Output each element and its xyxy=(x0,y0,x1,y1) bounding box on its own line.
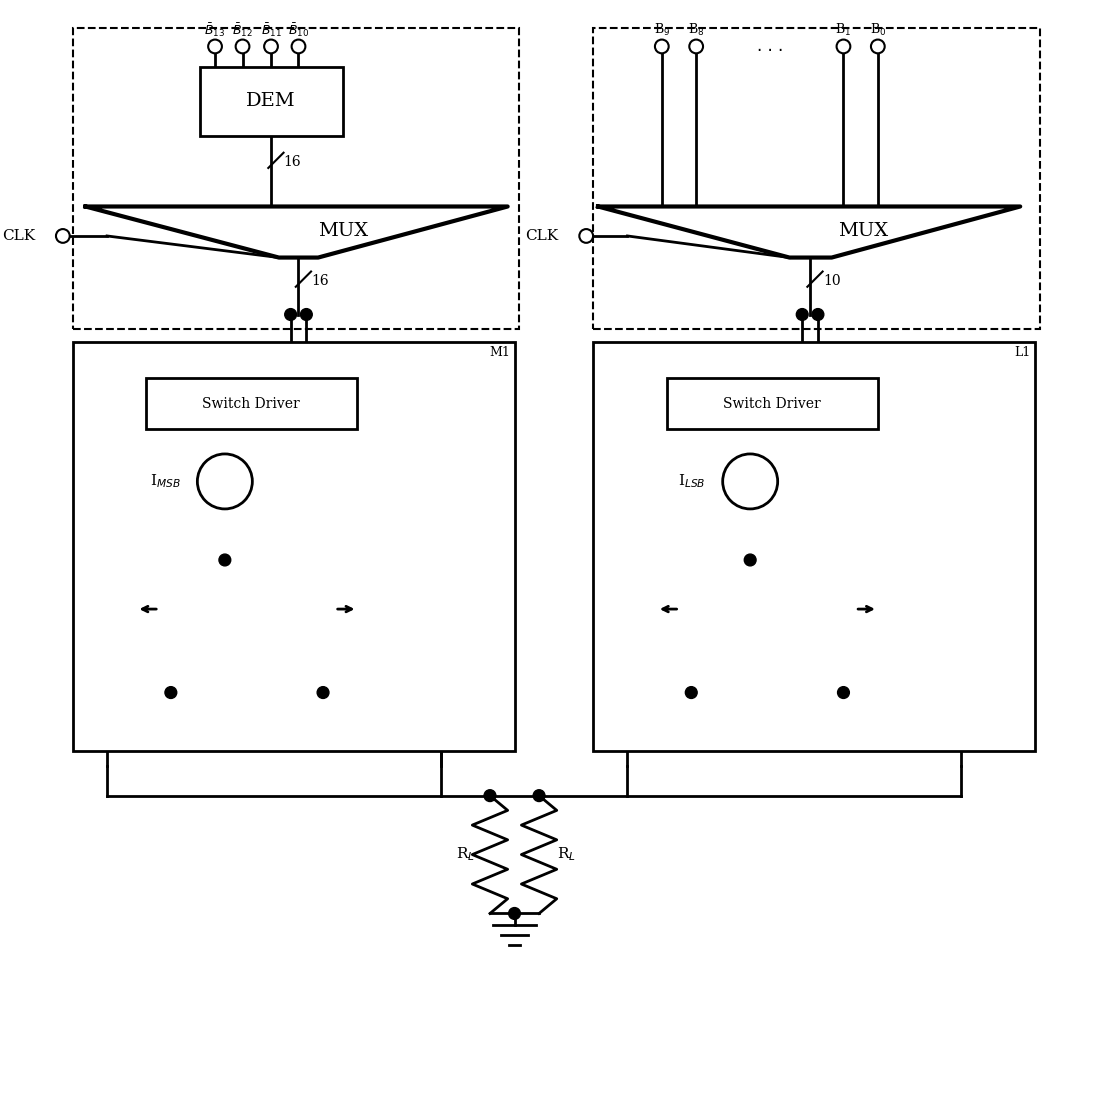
Bar xyxy=(667,378,878,429)
Text: 16: 16 xyxy=(311,274,329,288)
Circle shape xyxy=(317,686,329,699)
Circle shape xyxy=(579,229,593,243)
Text: L1: L1 xyxy=(1015,345,1032,359)
Circle shape xyxy=(533,789,545,802)
Text: M1: M1 xyxy=(490,345,511,359)
Circle shape xyxy=(291,39,306,54)
Text: CLK: CLK xyxy=(2,229,35,243)
Circle shape xyxy=(509,908,521,919)
Bar xyxy=(73,342,514,751)
Circle shape xyxy=(300,309,312,321)
Circle shape xyxy=(689,39,704,54)
Bar xyxy=(604,353,1024,740)
Text: 10: 10 xyxy=(823,274,841,288)
Circle shape xyxy=(208,39,222,54)
Circle shape xyxy=(686,686,697,699)
Circle shape xyxy=(745,555,756,566)
Text: . . .: . . . xyxy=(757,37,783,56)
Circle shape xyxy=(837,39,850,54)
Text: R$_L$: R$_L$ xyxy=(557,845,576,863)
Circle shape xyxy=(484,789,496,802)
Text: $\bar{B}_{12}$: $\bar{B}_{12}$ xyxy=(232,21,253,38)
Text: 16: 16 xyxy=(284,155,301,169)
Text: . . .: . . . xyxy=(284,343,312,361)
Text: Switch Driver: Switch Driver xyxy=(203,397,300,410)
Text: I$_{LSB}$: I$_{LSB}$ xyxy=(678,473,706,491)
Circle shape xyxy=(264,39,278,54)
Circle shape xyxy=(722,454,778,509)
Text: DEM: DEM xyxy=(246,93,296,111)
Text: $\bar{B}_{13}$: $\bar{B}_{13}$ xyxy=(205,21,226,38)
Text: $\bar{B}_{11}$: $\bar{B}_{11}$ xyxy=(260,21,281,38)
Text: MUX: MUX xyxy=(318,222,368,240)
Text: M16: M16 xyxy=(460,714,489,728)
Bar xyxy=(83,353,504,740)
Circle shape xyxy=(165,686,177,699)
Circle shape xyxy=(57,229,70,243)
Text: B$_8$: B$_8$ xyxy=(688,21,705,38)
Bar xyxy=(94,363,493,730)
Text: M2: M2 xyxy=(479,726,500,739)
Circle shape xyxy=(812,309,824,321)
Bar xyxy=(593,342,1035,751)
Bar xyxy=(73,28,520,329)
Circle shape xyxy=(285,309,297,321)
Text: B$_1$: B$_1$ xyxy=(835,21,851,38)
Bar xyxy=(615,363,1014,730)
Text: R$_L$: R$_L$ xyxy=(456,845,475,863)
Circle shape xyxy=(197,454,253,509)
Bar xyxy=(201,67,342,135)
Circle shape xyxy=(871,39,884,54)
Text: MUX: MUX xyxy=(838,222,889,240)
Text: . . .: . . . xyxy=(796,343,824,361)
Text: CLK: CLK xyxy=(525,229,558,243)
Text: B$_9$: B$_9$ xyxy=(654,21,670,38)
Text: B$_0$: B$_0$ xyxy=(870,21,886,38)
Text: $\bar{B}_{10}$: $\bar{B}_{10}$ xyxy=(288,21,309,38)
Bar xyxy=(593,28,1039,329)
Text: L2: L2 xyxy=(1004,726,1020,739)
Text: Switch Driver: Switch Driver xyxy=(722,397,821,410)
Circle shape xyxy=(797,309,808,321)
Text: I$_{MSB}$: I$_{MSB}$ xyxy=(150,473,181,491)
Text: L10: L10 xyxy=(985,714,1009,728)
Circle shape xyxy=(236,39,249,54)
Bar xyxy=(146,378,358,429)
Circle shape xyxy=(838,686,850,699)
Circle shape xyxy=(219,555,230,566)
Circle shape xyxy=(655,39,669,54)
